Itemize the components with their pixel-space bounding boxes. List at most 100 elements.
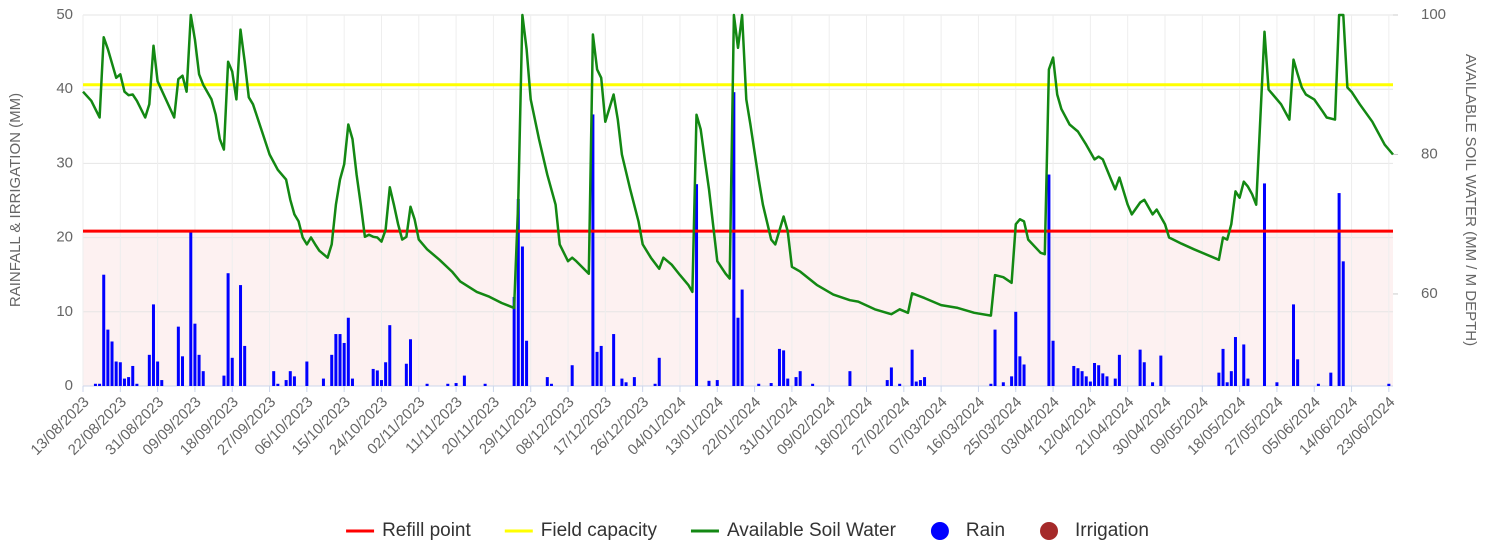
bar <box>305 361 309 386</box>
bar <box>1296 359 1300 386</box>
bar <box>1262 183 1266 386</box>
bar <box>446 383 450 386</box>
bar <box>1022 364 1026 386</box>
bar <box>1105 376 1109 386</box>
legend-label: Irrigation <box>1075 520 1149 541</box>
y2-tick-label: 100 <box>1421 6 1446 23</box>
legend-label: Available Soil Water <box>727 520 897 541</box>
bar <box>1051 340 1055 386</box>
bar <box>226 273 230 386</box>
bar <box>114 361 118 386</box>
bar <box>388 325 392 386</box>
line <box>82 13 1394 317</box>
bar <box>272 371 276 386</box>
legend-marker <box>1040 522 1059 540</box>
bar <box>156 361 160 386</box>
legend-item: Field capacity <box>504 520 657 541</box>
bar <box>520 246 524 386</box>
bar <box>180 356 184 386</box>
y-axis-title: RAINFALL & IRRIGATION (MM) <box>7 93 24 307</box>
bar <box>292 376 296 386</box>
bar <box>1275 382 1279 386</box>
bar <box>334 334 338 386</box>
bar <box>1225 382 1229 386</box>
bar <box>732 92 736 386</box>
bar <box>786 378 790 386</box>
bar <box>409 339 412 386</box>
bar <box>338 334 342 386</box>
bar <box>1117 354 1121 386</box>
bar <box>512 296 516 386</box>
bar <box>404 363 408 386</box>
bar <box>595 351 599 386</box>
bar <box>1316 383 1320 386</box>
bar <box>222 375 226 386</box>
bar <box>350 378 354 386</box>
bar <box>371 368 375 386</box>
bar <box>898 383 902 386</box>
bar <box>923 377 927 386</box>
bar <box>993 329 997 386</box>
bar <box>525 340 529 386</box>
bar <box>848 371 852 386</box>
bar <box>1072 365 1076 386</box>
y-tick-label: 20 <box>56 229 73 246</box>
bar <box>1242 344 1246 386</box>
bar <box>910 349 914 386</box>
bar <box>516 199 520 386</box>
bar <box>1233 337 1237 386</box>
bar <box>189 230 193 386</box>
bar <box>239 285 243 386</box>
bar <box>545 377 549 386</box>
bar <box>375 370 379 386</box>
legend-item: Available Soil Water <box>690 520 897 541</box>
bar <box>1080 371 1084 386</box>
bar <box>454 383 458 386</box>
bar <box>176 326 180 386</box>
bar <box>657 357 661 386</box>
bar <box>914 381 918 386</box>
bar <box>102 274 106 386</box>
bar <box>1142 362 1146 386</box>
bar <box>885 380 889 386</box>
bar <box>425 383 429 386</box>
bar <box>98 383 102 386</box>
bar <box>1010 376 1014 386</box>
y-tick-label: 50 <box>56 6 73 23</box>
bar <box>384 362 388 386</box>
bar <box>1159 355 1163 386</box>
bar <box>715 380 719 386</box>
bar <box>777 348 781 386</box>
bar <box>483 383 487 386</box>
bar <box>276 383 280 386</box>
bar <box>201 371 205 386</box>
bar <box>230 357 234 386</box>
bar <box>379 380 383 386</box>
bar <box>1076 368 1080 386</box>
bar <box>1113 378 1117 386</box>
bar <box>1001 382 1005 386</box>
bar <box>1341 261 1345 386</box>
legend-label: Rain <box>966 520 1005 541</box>
bar <box>127 377 131 386</box>
bar <box>1337 193 1341 386</box>
bar <box>1138 349 1142 386</box>
legend-item: Refill point <box>346 520 472 541</box>
y-tick-label: 40 <box>56 80 73 97</box>
bar <box>284 380 288 386</box>
legend-item: Rain <box>930 520 1005 541</box>
bar <box>288 371 292 386</box>
bar <box>549 383 553 386</box>
bar <box>769 383 773 386</box>
bar <box>1387 383 1391 386</box>
bar <box>160 380 164 386</box>
y-tick-label: 10 <box>56 303 73 320</box>
bar <box>1292 304 1296 386</box>
bar <box>1093 362 1097 386</box>
bar <box>122 378 126 386</box>
bar <box>1151 382 1155 386</box>
y2-axis-title: AVAILABLE SOIL WATER (MM / M DEPTH) <box>1462 54 1479 346</box>
y2-tick-label: 80 <box>1421 145 1438 162</box>
legend-label: Refill point <box>382 520 471 541</box>
bar <box>620 378 624 386</box>
